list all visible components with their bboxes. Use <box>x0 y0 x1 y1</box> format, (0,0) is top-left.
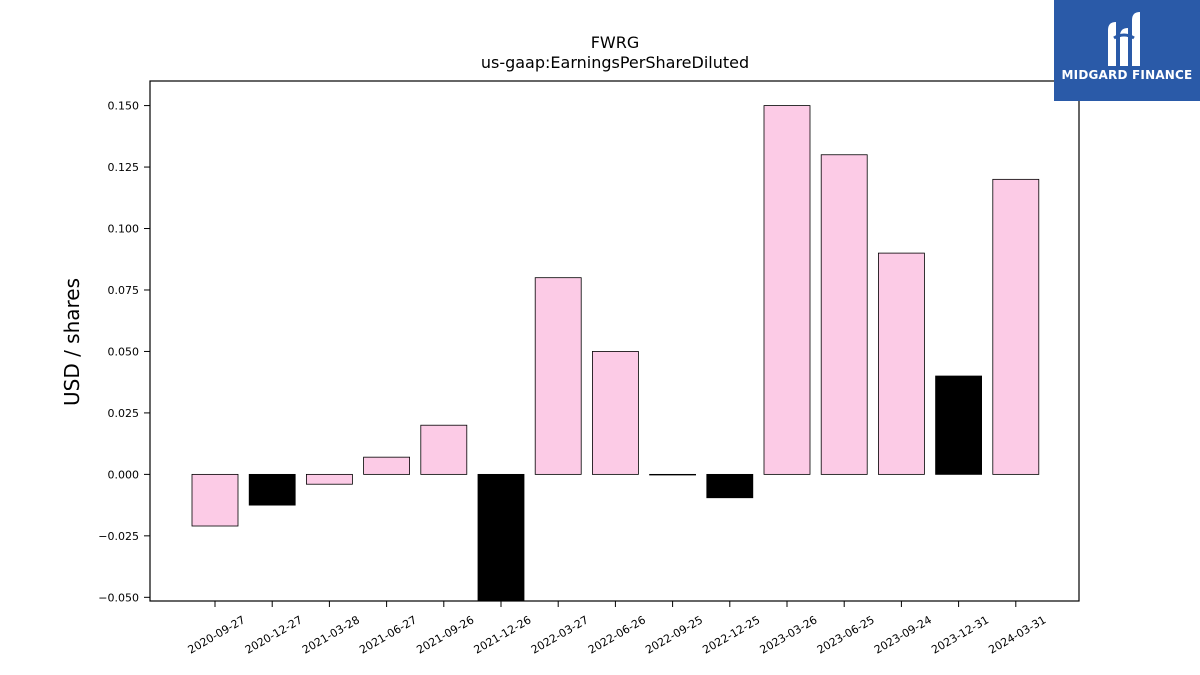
bar-2024-03-31 <box>992 178 1040 475</box>
bar-2023-03-26 <box>763 105 811 475</box>
bars-layer <box>191 105 1040 602</box>
y-tick-label: 0.075 <box>108 284 140 297</box>
x-tick-label: 2021-09-26 <box>414 613 476 656</box>
y-tick-label: 0.125 <box>108 161 140 174</box>
x-tick-label: 2020-12-27 <box>243 613 305 656</box>
x-tick-label: 2023-06-25 <box>815 613 877 656</box>
x-tick-label: 2021-03-28 <box>300 613 362 656</box>
bar-2022-09-25 <box>649 473 696 476</box>
y-tick-label: −0.025 <box>98 530 139 543</box>
x-tick-label: 2024-03-31 <box>986 613 1048 656</box>
x-tick-label: 2020-09-27 <box>186 613 248 656</box>
bar-2022-12-25 <box>706 473 754 499</box>
bar-2022-06-26 <box>592 351 639 475</box>
x-tick-label: 2021-12-26 <box>472 613 534 656</box>
x-tick-label: 2022-12-25 <box>700 613 762 656</box>
bar-2023-06-25 <box>820 154 868 475</box>
bar-2023-09-24 <box>878 252 925 475</box>
x-tick-label: 2022-06-26 <box>586 613 648 656</box>
y-ticks: −0.050 −0.025 0.000 0.025 0.050 0.075 0.100 0.1… <box>98 100 150 604</box>
bar-2020-09-27 <box>191 473 239 527</box>
x-tick-label: 2021-06-27 <box>357 613 419 656</box>
bar-2023-12-31 <box>935 375 982 475</box>
y-tick-label: 0.150 <box>108 100 140 113</box>
x-tick-label: 2022-09-25 <box>643 613 705 656</box>
chart-subtitle: us-gaap:EarningsPerShareDiluted <box>481 53 749 72</box>
y-tick-label: 0.025 <box>108 407 140 420</box>
y-tick-label: 0.000 <box>108 468 140 481</box>
y-tick-label: 0.100 <box>108 223 140 236</box>
bar-2021-09-26 <box>420 424 468 475</box>
x-tick-label: 2023-12-31 <box>929 613 991 656</box>
bar-2021-12-26 <box>477 473 525 602</box>
midgard-m-logo-icon <box>1108 12 1140 66</box>
logo-text: MIDGARD FINANCE <box>1061 68 1193 82</box>
x-tick-label: 2022-03-27 <box>529 613 591 656</box>
bar-2020-12-27 <box>248 473 296 506</box>
x-tick-label: 2023-09-24 <box>872 613 934 656</box>
y-tick-label: −0.050 <box>98 591 139 604</box>
bar-2021-06-27 <box>363 456 411 475</box>
x-tick-label: 2023-03-26 <box>758 613 820 656</box>
bar-2022-03-27 <box>534 277 582 475</box>
midgard-finance-logo: MIDGARD FINANCE <box>1054 0 1200 101</box>
plot-frame <box>149 80 1080 602</box>
bar-2021-03-28 <box>305 473 353 485</box>
y-axis-label: USD / shares <box>60 278 84 406</box>
y-tick-label: 0.050 <box>108 345 140 358</box>
x-ticks: 2020-09-272020-12-272021-03-282021-06-27… <box>186 601 1048 657</box>
chart-title: FWRG <box>591 33 640 52</box>
